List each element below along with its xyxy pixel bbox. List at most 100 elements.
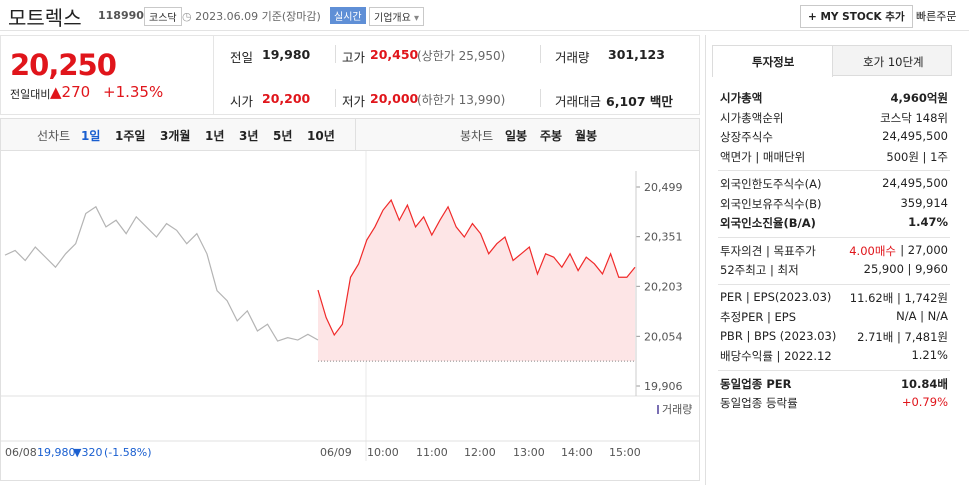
footer-close: 19,980 [37, 446, 76, 459]
period-tab[interactable]: 1일 [81, 129, 101, 143]
info-row: 외국인소진율(B/A) 1.47% [720, 215, 948, 234]
divider [540, 89, 541, 107]
y-tick-label: 20,499 [644, 181, 683, 194]
info-label: 외국인소진율(B/A) [720, 216, 816, 230]
stock-code: 118990 [98, 9, 144, 22]
info-label: 외국인한도주식수(A) [720, 177, 822, 191]
price-line [4, 205, 319, 342]
info-row: 시가총액순위 코스닥 148위 [720, 110, 948, 129]
x-label: 14:00 [561, 446, 593, 459]
period-tab[interactable]: 10년 [307, 129, 335, 143]
info-value: 4.00매수 [849, 243, 896, 258]
summary-value: 20,200 [262, 91, 311, 106]
info-label: 외국인보유주식수(B) [720, 196, 822, 211]
stock-name: 모트렉스 [8, 6, 82, 30]
info-value: 2.71배 | 7,481원 [857, 329, 948, 344]
summary-extra: (상한가 25,950) [417, 49, 506, 63]
info-label: 추정PER | EPS [720, 310, 797, 324]
info-row: 투자의견 | 목표주가 4.00매수 | 27,000 [720, 243, 948, 262]
info-label: 액면가 | 매매단위 [720, 149, 806, 164]
info-row: 동일업종 등락률 +0.79% [720, 395, 948, 414]
info-row: 상장주식수 24,495,500 [720, 129, 948, 148]
period-tab[interactable]: 월봉 [575, 129, 598, 143]
info-label: 52주최고 | 최저 [720, 263, 799, 277]
info-value: 25,900 | 9,960 [863, 262, 948, 276]
summary-value: 20,000 [370, 91, 419, 106]
chart-panel [0, 151, 700, 481]
divider [705, 35, 706, 485]
info-value: 4,960억원 [890, 91, 948, 105]
x-label: 06/09 [320, 446, 352, 459]
info-row: 추정PER | EPS N/A | N/A [720, 309, 948, 328]
price-area [318, 200, 635, 362]
divider [0, 30, 969, 31]
period-tab[interactable]: 3년 [239, 129, 259, 143]
info-label: 배당수익률 | 2022.12 [720, 349, 832, 363]
side-tab-active[interactable] [712, 45, 833, 77]
summary-value: 20,450 [370, 47, 419, 62]
summary-label: 거래량 [555, 50, 590, 65]
info-value: 코스닥 148위 [880, 110, 948, 125]
summary-value: 6,107 백만 [606, 94, 673, 109]
volume-legend [657, 405, 659, 414]
quick-order[interactable]: 빠른주문 [916, 10, 957, 23]
info-label: 동일업종 PER [720, 376, 792, 391]
realtime-badge[interactable]: 실시간 [330, 7, 366, 24]
info-row: PBR | BPS (2023.03) 2.71배 | 7,481원 [720, 329, 948, 348]
info-value: 359,914 [900, 195, 948, 210]
divider [718, 236, 950, 238]
info-label: PBR | BPS (2023.03) [720, 328, 837, 343]
summary-value: 19,980 [262, 47, 311, 62]
divider [335, 45, 336, 63]
info-label: 시가총액 [720, 91, 763, 105]
info-value: 11.62배 | 1,742원 [849, 290, 948, 305]
info-row: 외국인한도주식수(A) 24,495,500 [720, 176, 948, 195]
change-label: 전일대비 [10, 88, 51, 101]
overview-text: 기업개요 [374, 13, 411, 24]
info-value: N/A | N/A [896, 309, 948, 323]
period-tab[interactable]: 1년 [205, 129, 225, 143]
info-value: 24,495,500 [882, 176, 948, 190]
footer-pct: (-1.58%) [104, 446, 152, 459]
price-panel [0, 35, 700, 115]
x-label: 15:00 [609, 446, 641, 459]
info-row: 액면가 | 매매단위 500원 | 1주 [720, 149, 948, 168]
footer-change: ▼320 [73, 446, 102, 459]
divider [335, 89, 336, 107]
x-label: 11:00 [416, 446, 448, 459]
divider [213, 35, 214, 115]
period-tab[interactable]: 주봉 [540, 129, 563, 143]
current-price: 20,250 [10, 48, 117, 82]
x-label: 06/08 [5, 446, 37, 459]
tab-label: 선차트 [37, 129, 71, 143]
x-label: 12:00 [464, 446, 496, 459]
y-tick-label: 20,054 [644, 330, 683, 343]
info-label: 상장주식수 [720, 130, 773, 144]
change: ▲270 [50, 83, 91, 101]
chart-tabs [0, 118, 700, 151]
divider [355, 119, 356, 150]
info-value: | 27,000 [900, 242, 948, 257]
info-value: 1.47% [908, 215, 948, 229]
side-tab[interactable]: 호가 10단계 [863, 55, 924, 69]
overview-button[interactable]: 기업개요 ▾ [369, 7, 425, 26]
info-row: PER | EPS(2023.03) 11.62배 | 1,742원 [720, 290, 948, 309]
date: ◷ 2023.06.09 기준(장마감) [182, 10, 321, 23]
info-label: PER | EPS(2023.03) [720, 289, 832, 304]
info-row: 배당수익률 | 2022.12 1.21% [720, 348, 948, 367]
summary-label: 고가 [342, 50, 366, 65]
summary-extra: (하한가 13,990) [417, 93, 506, 107]
x-label: 10:00 [367, 446, 399, 459]
info-value: 1.21% [911, 348, 948, 362]
mystock-button[interactable]: + MY STOCK 추가 [800, 5, 913, 28]
info-value: +0.79% [901, 395, 948, 409]
period-tab[interactable]: 5년 [273, 129, 293, 143]
side-tab[interactable]: 투자정보 [752, 55, 795, 69]
info-label: 투자의견 | 목표주가 [720, 243, 816, 258]
period-tab[interactable]: 일봉 [505, 129, 528, 143]
divider [718, 170, 950, 171]
period-tab[interactable]: 3개월 [160, 129, 191, 143]
period-tab[interactable]: 1주일 [115, 129, 146, 143]
summary-value: 301,123 [608, 47, 665, 62]
info-row: 동일업종 PER 10.84배 [720, 376, 948, 395]
